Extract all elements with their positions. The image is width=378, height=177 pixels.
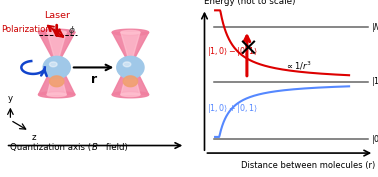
Polygon shape xyxy=(112,62,149,95)
Text: $|1,0\rangle + |0,1\rangle$: $|1,0\rangle + |0,1\rangle$ xyxy=(207,102,258,115)
Polygon shape xyxy=(112,32,149,62)
Polygon shape xyxy=(39,29,75,35)
Text: $B$: $B$ xyxy=(91,141,99,152)
Polygon shape xyxy=(121,30,140,34)
Text: Quantization axis (: Quantization axis ( xyxy=(9,143,91,152)
Polygon shape xyxy=(47,63,66,95)
Polygon shape xyxy=(112,29,149,35)
Polygon shape xyxy=(47,32,66,61)
Polygon shape xyxy=(117,56,144,79)
Polygon shape xyxy=(50,76,64,87)
Polygon shape xyxy=(39,92,75,98)
Polygon shape xyxy=(50,62,57,67)
Polygon shape xyxy=(39,32,75,62)
Polygon shape xyxy=(112,92,149,98)
Text: Laser: Laser xyxy=(44,11,70,20)
Text: $\times$: $\times$ xyxy=(237,36,257,60)
Text: $\propto 1/r^3$: $\propto 1/r^3$ xyxy=(285,59,312,72)
Polygon shape xyxy=(47,30,66,34)
Text: field): field) xyxy=(103,143,128,152)
Polygon shape xyxy=(121,63,140,95)
Polygon shape xyxy=(47,93,66,96)
Text: $\mathbf{r}$: $\mathbf{r}$ xyxy=(90,73,98,86)
Polygon shape xyxy=(39,62,75,95)
Text: Distance between molecules (r): Distance between molecules (r) xyxy=(241,161,375,170)
Text: Polarization: Polarization xyxy=(1,25,51,34)
Text: z: z xyxy=(32,133,36,142)
Polygon shape xyxy=(121,93,140,96)
Text: $|0,0\rangle$: $|0,0\rangle$ xyxy=(371,133,378,146)
Polygon shape xyxy=(123,62,131,67)
Text: $|N\!=\!1,N\!=\!1\rangle$: $|N\!=\!1,N\!=\!1\rangle$ xyxy=(371,21,378,34)
Text: $|1,0\rangle,\,|0,1\rangle$: $|1,0\rangle,\,|0,1\rangle$ xyxy=(371,75,378,88)
Text: $|1,0\rangle - |0,1\rangle$: $|1,0\rangle - |0,1\rangle$ xyxy=(207,45,258,58)
Text: $\phi$: $\phi$ xyxy=(68,24,76,37)
Text: y: y xyxy=(8,94,13,103)
Polygon shape xyxy=(123,76,138,87)
Polygon shape xyxy=(121,32,140,61)
Text: Energy (not to scale): Energy (not to scale) xyxy=(204,0,296,6)
Polygon shape xyxy=(43,56,70,79)
